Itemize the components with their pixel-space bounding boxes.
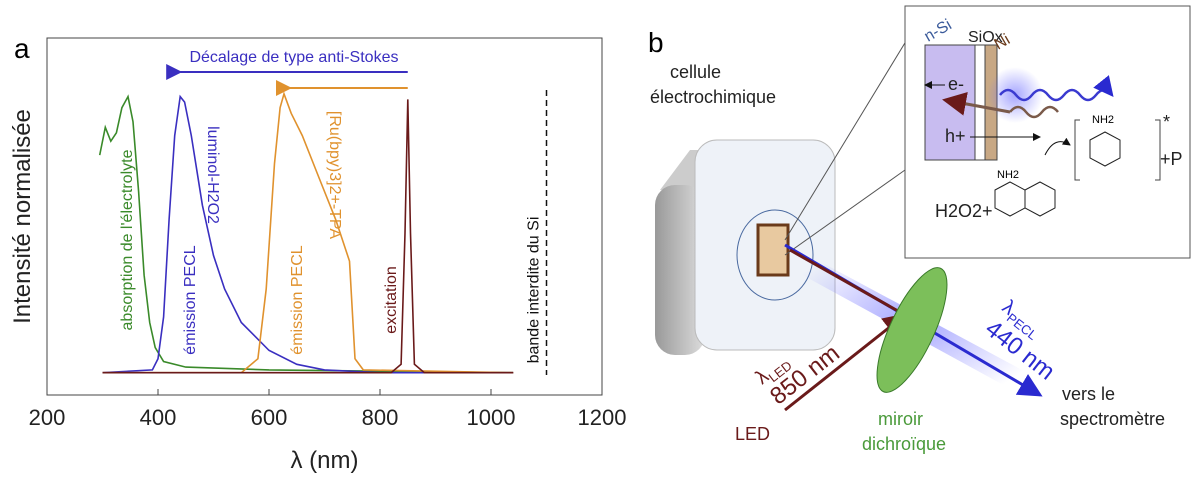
mirror-label: dichroïque <box>862 434 946 454</box>
spectrum-line <box>98 94 514 374</box>
photon-arrow <box>942 92 1011 116</box>
reaction-arrow <box>1044 137 1071 156</box>
product: +P <box>1160 149 1183 169</box>
x-tick-label: 1000 <box>467 405 516 430</box>
spectrum-line <box>102 91 514 374</box>
reactant: H2O2+ <box>935 201 993 221</box>
spectrum-line <box>102 99 514 374</box>
layer: Ni <box>992 31 1014 53</box>
mirror-label: miroir <box>878 409 923 429</box>
mirror <box>876 267 948 393</box>
setup-diagram: b cellule électrochimique λLED 850 nm λP… <box>648 5 1191 454</box>
plot-frame <box>46 37 603 396</box>
series-label: luminol-H2O2 <box>204 126 221 224</box>
amine: NH2 <box>1092 114 1114 126</box>
led-beam <box>784 313 908 412</box>
x-tick-label: 200 <box>29 405 66 430</box>
cell-label: cellule <box>670 62 721 82</box>
photon-in <box>1009 105 1059 119</box>
led-label: LED <box>735 424 770 444</box>
amine: NH2 <box>997 169 1019 181</box>
luminol-ring <box>1024 181 1056 217</box>
hole: h+ <box>945 126 966 146</box>
spectrum-line <box>102 94 514 374</box>
series-label: excitation <box>383 266 400 334</box>
spectra-chart: a 200 400 600 800 1000 1200 λ (nm) Intensité nor… <box>9 33 626 474</box>
led-beam <box>789 248 906 317</box>
bandgap-label: bande interdite du Si <box>526 217 543 364</box>
cell-window <box>736 209 814 301</box>
x-tick-label: 1200 <box>578 405 627 430</box>
shift-label: Décalage de type anti-Stokes <box>189 49 398 66</box>
ring <box>1089 131 1121 167</box>
cell-side <box>655 185 705 355</box>
electron: e- <box>948 74 964 94</box>
x-tick-label: 600 <box>251 405 288 430</box>
siox <box>974 44 986 161</box>
photon <box>999 75 1114 102</box>
output-label: vers le <box>1062 384 1115 404</box>
layer: SiOx <box>968 29 1003 46</box>
x-tick-label: 400 <box>140 405 177 430</box>
zoom-line <box>784 9 926 241</box>
y-axis-label: Intensité normalisée <box>9 109 36 324</box>
brackets <box>1074 119 1161 181</box>
cell-label: électrochimique <box>650 87 776 107</box>
series-label: absorption de l'électrolyte <box>119 149 136 330</box>
panel-label: a <box>14 33 30 64</box>
zoom-line <box>784 169 906 256</box>
series-label: [Ru(bpy)3]2+-TPA <box>326 111 343 240</box>
x-tick-label: 800 <box>362 405 399 430</box>
excited: * <box>1163 112 1170 132</box>
output-label: spectromètre <box>1060 409 1165 429</box>
series-label: émission PECL <box>182 245 199 354</box>
x-axis-label: λ (nm) <box>291 447 359 474</box>
series-label: émission PECL <box>289 245 306 354</box>
panel-label: b <box>648 27 664 58</box>
